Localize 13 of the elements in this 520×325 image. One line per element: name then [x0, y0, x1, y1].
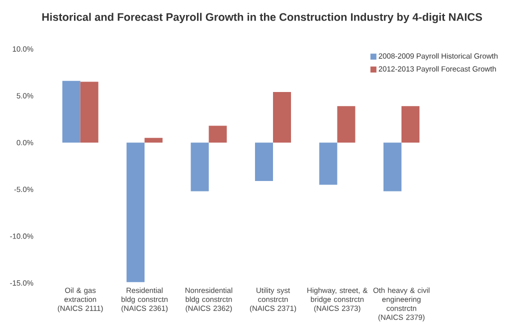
bar — [273, 92, 292, 143]
chart-title: Historical and Forecast Payroll Growth in the Construction Industry by 4-digit NAICS — [42, 12, 482, 24]
bar — [337, 106, 356, 143]
bar — [319, 142, 338, 185]
bar — [62, 80, 80, 143]
bar — [144, 138, 163, 143]
bar — [80, 82, 98, 143]
bar — [255, 142, 274, 181]
bar — [401, 106, 420, 143]
bar — [126, 142, 145, 282]
bar — [383, 142, 402, 192]
bar — [208, 126, 227, 143]
bar — [190, 142, 209, 192]
